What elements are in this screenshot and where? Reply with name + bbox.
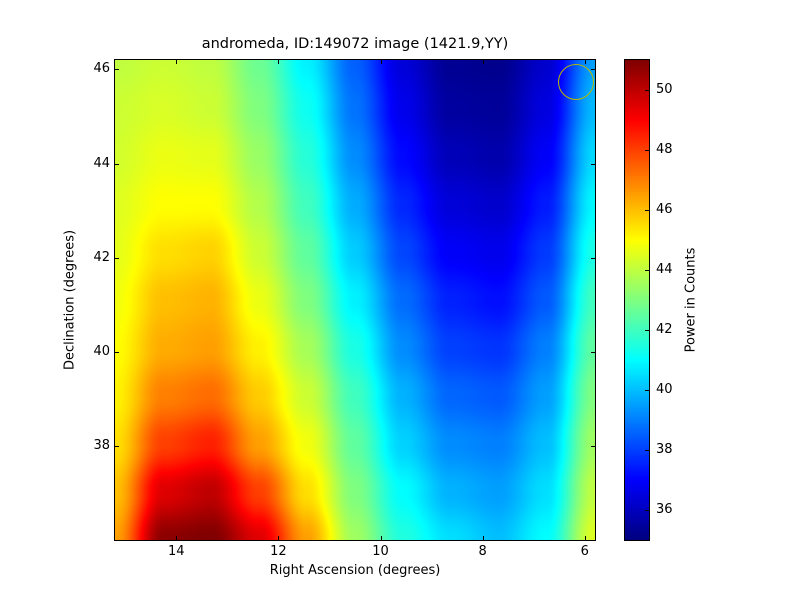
colorbar	[624, 59, 650, 541]
colorbar-tick-label: 50	[656, 82, 673, 97]
colorbar-tick	[645, 270, 649, 271]
colorbar-tick	[645, 450, 649, 451]
chart-title: andromeda, ID:149072 image (1421.9,YY)	[201, 36, 509, 52]
y-tick-right	[591, 163, 595, 165]
colorbar-tick	[645, 90, 649, 91]
x-tick	[278, 536, 280, 540]
colorbar-tick-label: 42	[656, 322, 673, 337]
x-tick-top	[584, 60, 586, 64]
colorbar-tick	[645, 150, 649, 151]
plot-area	[114, 59, 596, 541]
x-tick	[380, 536, 382, 540]
colorbar-tick-label: 40	[656, 382, 673, 397]
x-tick	[584, 536, 586, 540]
x-tick-top	[176, 60, 178, 64]
x-tick-top	[482, 60, 484, 64]
colorbar-tick-label: 44	[656, 262, 673, 277]
x-tick-top	[278, 60, 280, 64]
colorbar-tick	[645, 390, 649, 391]
y-tick-right	[591, 351, 595, 353]
colorbar-tick	[645, 210, 649, 211]
colorbar-tick-label: 36	[656, 502, 673, 517]
heatmap-canvas	[115, 60, 595, 540]
colorbar-tick-label: 46	[656, 202, 673, 217]
x-tick-top	[380, 60, 382, 64]
colorbar-tick-label: 38	[656, 442, 673, 457]
x-tick-label: 6	[580, 544, 589, 559]
y-tick-label: 44	[93, 155, 110, 171]
x-tick-label: 12	[270, 544, 287, 559]
y-tick-right	[591, 257, 595, 259]
y-tick-label: 42	[93, 249, 110, 265]
x-axis-label: Right Ascension (degrees)	[269, 563, 441, 578]
colorbar-tick	[645, 510, 649, 511]
x-tick-label: 14	[167, 544, 185, 559]
y-tick-right	[591, 69, 595, 71]
y-tick	[115, 445, 119, 447]
y-tick	[115, 163, 119, 165]
x-tick-label: 8	[478, 544, 487, 559]
y-tick-label: 46	[93, 61, 110, 77]
x-tick	[482, 536, 484, 540]
colorbar-tick-label: 48	[656, 142, 673, 157]
x-tick	[176, 536, 178, 540]
x-tick-label: 10	[372, 544, 389, 559]
colorbar-tick	[645, 330, 649, 331]
y-tick-right	[591, 445, 595, 447]
y-tick	[115, 69, 119, 71]
y-tick	[115, 257, 119, 259]
colorbar-canvas	[625, 60, 649, 540]
y-tick-label: 38	[93, 437, 110, 453]
y-tick-label: 40	[93, 343, 110, 359]
y-tick	[115, 351, 119, 353]
